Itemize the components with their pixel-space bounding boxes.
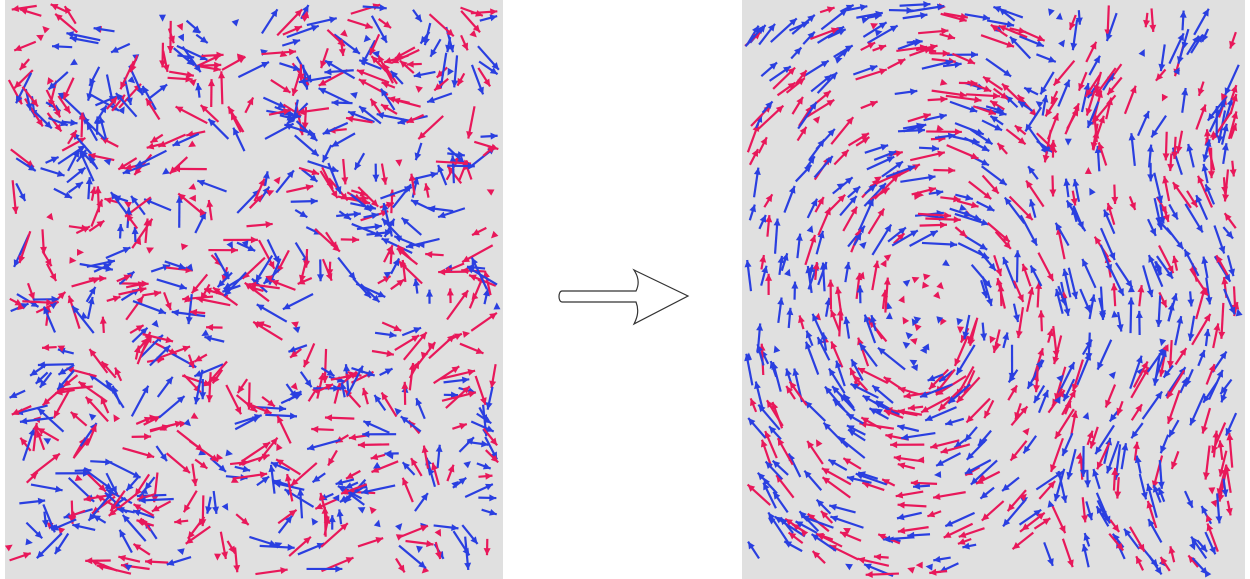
- page-body: (() => { const data = JSON.parse(documen…: [0, 0, 1250, 579]
- transition-arrow: [559, 270, 688, 324]
- figure: [0, 0, 1250, 579]
- page: {} html, body { margin: 0; padding: 0; b…: [0, 0, 1250, 579]
